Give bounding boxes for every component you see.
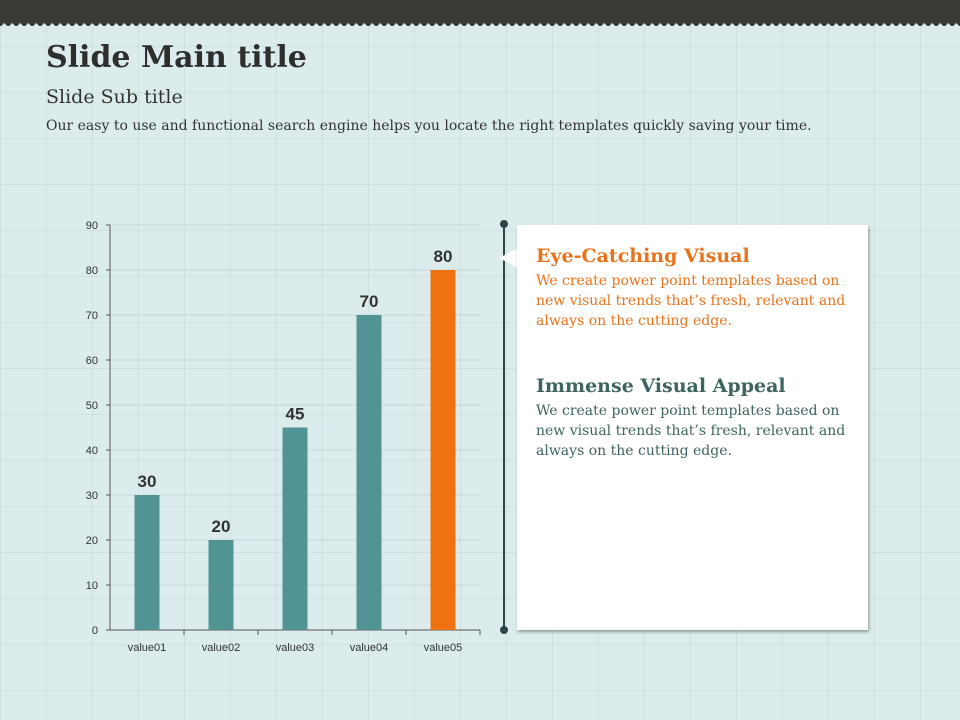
y-tick-label: 50	[86, 400, 98, 412]
card-text-1: We create power point templates based on…	[536, 273, 846, 329]
info-card: Eye-Catching Visual We create power poin…	[517, 225, 868, 630]
y-tick-label: 20	[86, 535, 98, 547]
page-title: Slide Main title	[46, 40, 307, 75]
card-text-2: We create power point templates based on…	[536, 403, 846, 459]
y-tick-label: 40	[86, 445, 98, 457]
x-tick-label: value02	[202, 642, 241, 654]
x-tick-label: value04	[350, 642, 389, 654]
data-label: 45	[286, 405, 305, 424]
x-tick-label: value01	[128, 642, 167, 654]
x-tick-label: value03	[276, 642, 315, 654]
y-tick-label: 10	[86, 580, 98, 592]
bar-value01	[134, 495, 160, 630]
y-tick-label: 0	[92, 625, 98, 637]
bar-value03	[282, 427, 308, 630]
timeline-line	[503, 224, 505, 631]
top-bar	[0, 0, 960, 26]
y-tick-label: 30	[86, 490, 98, 502]
bar-value04	[356, 315, 382, 630]
y-tick-label: 90	[86, 220, 98, 232]
bar-value05	[430, 270, 456, 630]
y-tick-label: 80	[86, 265, 98, 277]
card-pointer	[499, 248, 518, 268]
bar-value02	[208, 540, 234, 630]
page-description: Our easy to use and functional search en…	[46, 118, 812, 134]
page-subtitle: Slide Sub title	[46, 86, 183, 108]
data-label: 70	[360, 292, 379, 311]
timeline-dot-bottom	[500, 626, 508, 634]
y-tick-label: 70	[86, 310, 98, 322]
card-heading-2: Immense Visual Appeal	[536, 375, 786, 397]
data-label: 30	[138, 472, 157, 491]
data-label: 20	[212, 517, 231, 536]
data-label: 80	[434, 247, 453, 266]
bar-chart: 0 10 20 30 40 50 60 70 80 90 30 value01 20 value02 45 v…	[86, 220, 481, 654]
timeline-dot-top	[500, 220, 508, 228]
y-tick-label: 60	[86, 355, 98, 367]
card-heading-1: Eye-Catching Visual	[536, 245, 750, 267]
x-tick-label: value05	[424, 642, 463, 654]
